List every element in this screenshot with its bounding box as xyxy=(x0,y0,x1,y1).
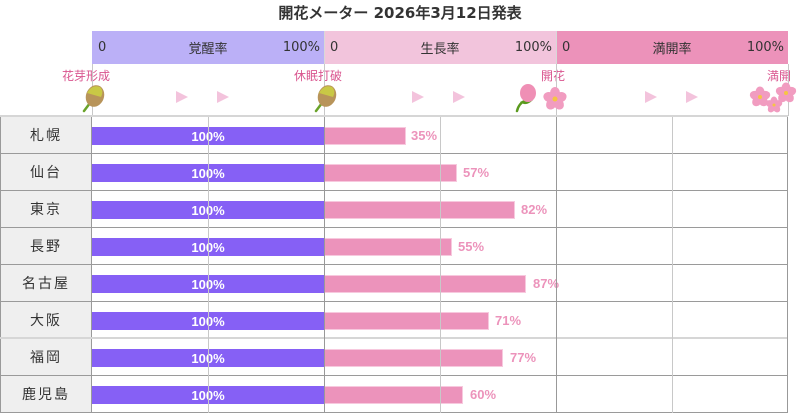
growth-value: 87% xyxy=(533,276,560,291)
growth-bar xyxy=(324,238,452,256)
axis-max: 100% xyxy=(514,40,552,55)
arrow-right-icon xyxy=(645,91,657,103)
stage-label-bud-formation: 花芽形成 xyxy=(62,69,111,83)
city-label: 東京 xyxy=(0,191,92,227)
city-label: 鹿児島 xyxy=(0,376,92,412)
arrow-right-icon xyxy=(453,91,465,103)
table-row: 名古屋 100% 87% xyxy=(0,265,788,302)
axis-min: 0 xyxy=(330,40,339,55)
growth-value: 60% xyxy=(470,387,497,402)
column-title: 満開率 xyxy=(652,42,692,57)
growth-bar xyxy=(324,201,515,219)
growth-bar xyxy=(324,164,457,182)
growth-value: 55% xyxy=(458,239,485,254)
growth-value: 57% xyxy=(463,165,490,180)
table-row: 東京 100% 82% xyxy=(0,191,788,228)
growth-bar xyxy=(324,386,463,404)
growth-value: 82% xyxy=(521,202,548,217)
table-row: 福岡 100% 77% xyxy=(0,339,788,376)
table-row: 仙台 100% 57% xyxy=(0,154,788,191)
arrow-right-icon xyxy=(412,91,424,103)
axis-min: 0 xyxy=(98,40,107,55)
cherry-blossoms-icon xyxy=(749,82,797,113)
arrow-right-icon xyxy=(686,91,698,103)
growth-bar xyxy=(324,312,489,330)
axis-max: 100% xyxy=(282,40,320,55)
axis-min: 0 xyxy=(562,40,571,55)
table-row: 長野 100% 55% xyxy=(0,228,788,265)
grid-line xyxy=(324,117,325,413)
header-divider xyxy=(324,31,325,64)
table-row: 札幌 100% 35% xyxy=(0,117,788,154)
city-label: 長野 xyxy=(0,228,92,264)
flower-bud-icon xyxy=(314,85,337,113)
cherry-blossom-icon xyxy=(543,87,567,110)
city-label: 名古屋 xyxy=(0,265,92,301)
grid-line xyxy=(672,117,673,413)
arrow-right-icon xyxy=(176,91,188,103)
stage-label-blooming: 開花 xyxy=(541,69,566,83)
growth-value: 71% xyxy=(495,313,522,328)
growth-value: 77% xyxy=(510,350,537,365)
city-label: 福岡 xyxy=(0,339,92,375)
table-row: 大阪 100% 71% xyxy=(0,302,788,339)
growth-bar xyxy=(324,127,406,145)
city-label: 大阪 xyxy=(0,302,92,337)
header-divider xyxy=(556,31,557,64)
column-title: 覚醒率 xyxy=(188,42,228,57)
grid-top-border xyxy=(0,115,788,117)
growth-bar xyxy=(324,275,526,293)
header-growth-rate: 0 生長率 100% xyxy=(324,31,556,64)
chart-title: 開花メーター 2026年3月12日発表 xyxy=(278,4,522,22)
grid-line xyxy=(440,117,441,413)
grid-line xyxy=(556,117,557,413)
flower-bud-icon xyxy=(82,85,105,113)
axis-max: 100% xyxy=(746,40,784,55)
header-full-bloom-rate: 0 満開率 100% xyxy=(556,31,788,64)
grid-line xyxy=(208,117,209,413)
city-label: 札幌 xyxy=(0,117,92,153)
growth-bar xyxy=(324,349,503,367)
stage-label-dormancy-break: 休眠打破 xyxy=(294,69,343,83)
stage-label-full-bloom: 満開 xyxy=(767,69,792,83)
growth-value: 35% xyxy=(411,128,438,143)
grid-line xyxy=(787,117,788,413)
column-title: 生長率 xyxy=(420,42,460,57)
arrow-right-icon xyxy=(217,91,229,103)
city-label: 仙台 xyxy=(0,154,92,190)
header-awakening-rate: 0 覚醒率 100% xyxy=(92,31,324,64)
cherry-bud-icon xyxy=(515,84,536,113)
table-row: 鹿児島 100% 60% xyxy=(0,376,788,413)
